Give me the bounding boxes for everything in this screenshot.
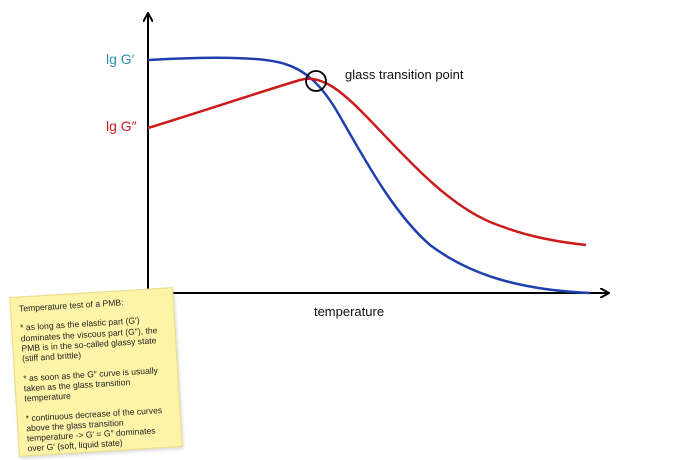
transition-marker: [305, 70, 327, 92]
x-axis-label: temperature: [314, 304, 384, 319]
g-double-prime-label: lg G″: [106, 118, 137, 134]
note-item: * as long as the elastic part (G′) domin…: [19, 315, 158, 364]
g-double-prime-curve: [147, 77, 587, 247]
g-prime-curve: [147, 56, 591, 295]
note-title: Temperature test of a PMB:: [18, 297, 124, 314]
note-item: * as soon as the G″ curve is usually tak…: [22, 364, 159, 404]
transition-label: glass transition point: [345, 67, 464, 82]
sticky-note: Temperature test of a PMB: * as long as …: [9, 287, 183, 457]
note-item: * continuous decrease of the curves abov…: [25, 404, 163, 454]
g-prime-label: lg G′: [106, 51, 135, 67]
